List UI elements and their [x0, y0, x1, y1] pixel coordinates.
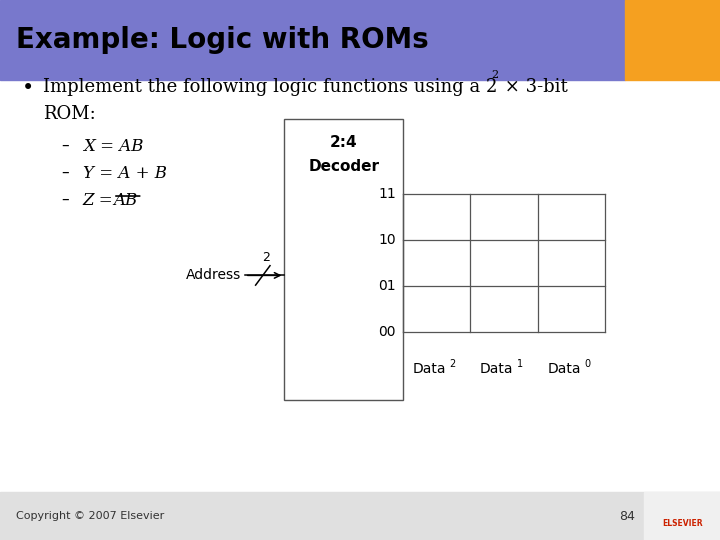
Text: 00: 00 — [379, 325, 396, 339]
Text: Implement the following logic functions using a 2: Implement the following logic functions … — [43, 78, 498, 96]
Text: –: – — [61, 165, 69, 180]
Text: 84: 84 — [619, 510, 635, 523]
Text: 11: 11 — [378, 187, 396, 201]
Text: × 3-bit: × 3-bit — [499, 78, 567, 96]
Bar — [284, 119, 403, 400]
Text: –: – — [61, 192, 69, 207]
Text: 10: 10 — [379, 233, 396, 247]
Text: •: • — [22, 78, 34, 98]
Text: –: – — [61, 138, 69, 153]
Text: Data: Data — [480, 362, 513, 376]
Text: Data: Data — [413, 362, 446, 376]
Text: Z =: Z = — [83, 192, 119, 208]
Text: Address: Address — [186, 268, 241, 282]
Text: ROM:: ROM: — [43, 105, 96, 123]
Text: Example: Logic with ROMs: Example: Logic with ROMs — [16, 26, 428, 54]
Text: 1: 1 — [517, 359, 523, 369]
Text: Y = A + B: Y = A + B — [83, 165, 167, 181]
Text: X = AB: X = AB — [83, 138, 143, 154]
Text: 2: 2 — [263, 251, 270, 264]
Text: Copyright © 2007 Elsevier: Copyright © 2007 Elsevier — [16, 511, 164, 521]
Text: 2: 2 — [491, 70, 498, 80]
Text: Decoder: Decoder — [308, 159, 379, 174]
Bar — [644, 492, 720, 540]
Text: 2: 2 — [449, 359, 456, 369]
Bar — [625, 0, 720, 80]
Text: 2:4: 2:4 — [330, 135, 358, 150]
Text: 01: 01 — [379, 279, 396, 293]
Text: Data: Data — [547, 362, 581, 376]
Text: ELSEVIER: ELSEVIER — [662, 519, 703, 528]
Text: 0: 0 — [584, 359, 590, 369]
Bar — [0, 492, 720, 540]
Bar — [0, 0, 625, 80]
Text: AB: AB — [113, 192, 138, 208]
